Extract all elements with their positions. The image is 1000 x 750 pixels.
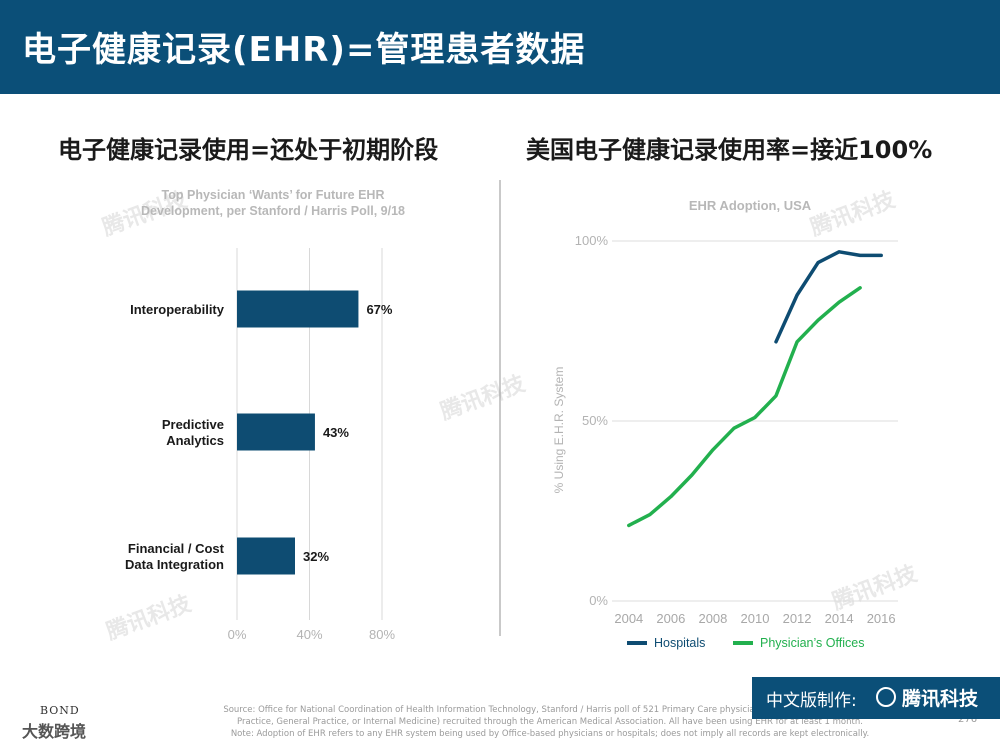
bar-value-label: 43% bbox=[323, 425, 349, 440]
y-tick-label: 100% bbox=[575, 233, 609, 248]
x-tick-label: 2014 bbox=[825, 611, 854, 626]
x-tick-label: 2008 bbox=[698, 611, 727, 626]
x-tick-label: 2012 bbox=[783, 611, 812, 626]
left-panel-title: 电子健康记录使用=还处于初期阶段 bbox=[58, 136, 439, 164]
bond-logo: BOND bbox=[40, 704, 80, 717]
category-label: Analytics bbox=[166, 433, 224, 448]
bar-value-label: 67% bbox=[366, 302, 392, 317]
bar-chart-title: Top Physician ‘Wants’ for Future EHR bbox=[162, 188, 385, 202]
source-line: Practice, General Practice, or Internal … bbox=[237, 717, 863, 727]
category-label: Data Integration bbox=[125, 557, 224, 572]
y-tick-label: 0% bbox=[589, 593, 608, 608]
line-chart-title: EHR Adoption, USA bbox=[689, 198, 812, 213]
x-tick-label: 0% bbox=[228, 627, 247, 642]
page-number: 276 bbox=[958, 714, 978, 725]
hospitals-line bbox=[774, 250, 883, 344]
legend-label: Hospitals bbox=[654, 636, 705, 650]
source-note: Source: Office for National Coordination… bbox=[200, 704, 900, 740]
panel-divider bbox=[499, 180, 501, 636]
x-tick-label: 40% bbox=[296, 627, 322, 642]
page-title: 电子健康记录(EHR)=管理患者数据 bbox=[22, 30, 586, 70]
x-tick-label: 2004 bbox=[614, 611, 643, 626]
bar-value-label: 32% bbox=[303, 549, 329, 564]
x-tick-label: 2010 bbox=[741, 611, 770, 626]
watermark-credit: 大数跨境 bbox=[22, 722, 87, 741]
header-bar: 电子健康记录(EHR)=管理患者数据 bbox=[0, 0, 1000, 94]
category-label: Interoperability bbox=[130, 302, 225, 317]
bar bbox=[237, 413, 315, 451]
category-label: Predictive bbox=[162, 417, 224, 432]
right-panel-title: 美国电子健康记录使用率=接近100% bbox=[526, 136, 933, 164]
y-axis-label: % Using E.H.R. System bbox=[552, 367, 566, 494]
legend-label: Physician’s Offices bbox=[760, 636, 864, 650]
source-line: Source: Office for National Coordination… bbox=[223, 705, 877, 715]
badge-made-label: 中文版制作: bbox=[766, 691, 857, 711]
bar bbox=[237, 537, 295, 575]
source-line: Note: Adoption of EHR refers to any EHR … bbox=[230, 729, 870, 739]
translation-badge: 中文版制作: 腾讯科技 bbox=[752, 677, 1000, 719]
y-tick-label: 50% bbox=[582, 413, 608, 428]
offices-line bbox=[627, 286, 862, 528]
x-tick-label: 2016 bbox=[867, 611, 896, 626]
x-tick-label: 2006 bbox=[656, 611, 685, 626]
tencent-logo-icon bbox=[876, 687, 896, 707]
x-tick-label: 80% bbox=[369, 627, 395, 642]
bar-chart-title: Development, per Stanford / Harris Poll,… bbox=[141, 204, 405, 218]
category-label: Financial / Cost bbox=[128, 541, 225, 556]
badge-logo-label: 腾讯科技 bbox=[902, 688, 979, 710]
bar bbox=[237, 290, 359, 328]
